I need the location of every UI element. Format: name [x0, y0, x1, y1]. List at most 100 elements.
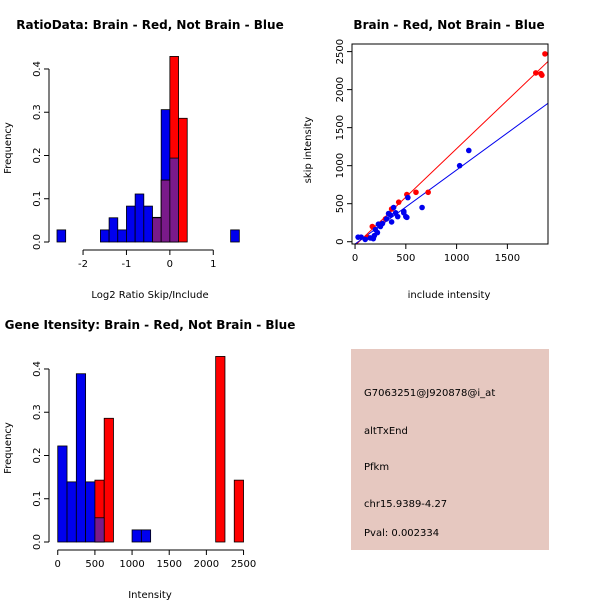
chart3-bar-not-brain [85, 481, 96, 543]
chart2-point-not-brain [405, 194, 411, 201]
intensity-scatter: Brain - Red, Not Brain - Blue 0 500 1000 15… [303, 18, 549, 301]
chart2-point-not-brain [394, 213, 401, 220]
chart2-point-not-brain [377, 223, 384, 230]
chart2-point-not-brain [456, 162, 463, 169]
chart2-y-tick-label: 0 [335, 239, 346, 245]
chart2-point-not-brain [388, 219, 395, 225]
chart1-bar-not-brain [117, 229, 127, 243]
chart1-x-tick-label: 1 [210, 259, 216, 270]
chart3-x-tick-label: 2500 [231, 559, 256, 570]
chart3-bar-not-brain [66, 481, 77, 543]
probe-id: G7063251@J920878@i_at [364, 388, 495, 399]
chart1-title: RatioData: Brain - Red, Not Brain - Blue [16, 18, 283, 32]
ratio-histogram: RatioData: Brain - Red, Not Brain - Blue… [3, 18, 284, 301]
chart2-point-brain [425, 189, 431, 196]
chart1-bar-overlap [160, 179, 171, 243]
chart3-bars [57, 356, 244, 543]
info-panel: G7063251@J920878@i_at altTxEnd Pfkm chr1… [351, 349, 549, 550]
chart1-bar-not-brain [143, 205, 153, 243]
chart3-bar-overlap [94, 517, 105, 543]
chart3-y-tick-label: 0.0 [32, 534, 43, 550]
chart2-point-not-brain [403, 213, 409, 220]
chart3-bar-brain [215, 356, 226, 543]
chart3-y-tick-label: 0.2 [32, 448, 43, 464]
chart2-y-tick-label: 2000 [335, 77, 346, 102]
chart1-axes: -2 -1 0 1 0.0 0.1 0.2 0.3 0.4 [32, 61, 216, 270]
chart1-x-tick-label: 0 [167, 259, 173, 270]
chart2-point-not-brain [400, 208, 407, 215]
chart2-x-tick-label: 1500 [495, 253, 520, 264]
chart2-points [355, 51, 548, 243]
chart2-x-tick-label: 1000 [444, 253, 469, 264]
chart3-x-tick-label: 1500 [156, 559, 181, 570]
chart1-bar-not-brain [134, 193, 145, 243]
chart2-point-brain [395, 199, 402, 205]
chart3-y-tick-label: 0.1 [32, 491, 43, 507]
chart1-bar-brain [178, 117, 188, 243]
p-value: Pval: 0.002334 [364, 528, 439, 539]
chart3-bar-brain [103, 417, 114, 543]
chart2-point-not-brain [465, 147, 472, 154]
chart3-axes: 0 500 1000 1500 2000 2500 0.0 0.1 0.2 0.3 0.4 [32, 361, 256, 570]
chart3-x-tick-label: 0 [55, 559, 61, 570]
chart1-bar-not-brain [126, 205, 136, 243]
chart3-bar-not-brain [75, 373, 87, 543]
chart3-y-tick-label: 0.4 [32, 361, 43, 377]
chart1-ylabel: Frequency [3, 122, 14, 174]
chart2-y-tick-label: 500 [335, 194, 346, 213]
chart3-xlabel: Intensity [128, 590, 172, 600]
chart2-point-not-brain [390, 204, 397, 211]
chart2-y-tick-label: 2500 [335, 39, 346, 64]
chart2-point-not-brain [367, 235, 374, 241]
chart3-ylabel: Frequency [3, 422, 14, 474]
chart1-bar-not-brain [230, 229, 240, 243]
chart1-xlabel: Log2 Ratio Skip/Include [91, 290, 208, 301]
chart3-bar-brain [233, 479, 244, 543]
chart2-axes: 0 500 1000 1500 0 500 1000 1500 2000 2500 [335, 39, 549, 264]
chart2-point-not-brain [362, 236, 369, 243]
chart2-point-brain [413, 189, 419, 196]
chart1-bar-not-brain [108, 217, 119, 243]
chart1-bar-overlap [152, 217, 162, 243]
chart2-point-brain [542, 51, 548, 57]
chart2-ylabel: skip intensity [303, 117, 314, 184]
chart2-x-tick-label: 500 [396, 253, 415, 264]
chart3-x-tick-label: 2000 [194, 559, 219, 570]
chart3-bar-not-brain [131, 529, 142, 543]
chart1-bar-not-brain [56, 229, 67, 243]
chart3-x-tick-label: 500 [85, 559, 104, 570]
chart3-bar-not-brain [140, 529, 152, 543]
event-type: altTxEnd [364, 426, 408, 437]
chart2-point-brain [533, 70, 539, 76]
chart3-x-tick-label: 1000 [119, 559, 144, 570]
gene-name: Pfkm [364, 462, 389, 473]
chart2-point-not-brain [355, 234, 361, 240]
chart2-point-brain [538, 70, 544, 77]
chart1-y-tick-label: 0.3 [32, 104, 43, 120]
chart2-xlabel: include intensity [408, 290, 491, 301]
chart1-y-tick-label: 0.4 [32, 61, 43, 77]
chart3-title: Gene Itensity: Brain - Red, Not Brain - … [5, 318, 296, 332]
chart1-bars [56, 56, 240, 243]
chart1-y-tick-label: 0.1 [32, 191, 43, 207]
chart1-y-tick-label: 0.0 [32, 234, 43, 250]
gene-intensity-histogram: Gene Itensity: Brain - Red, Not Brain - … [3, 318, 295, 600]
chart1-y-tick-label: 0.2 [32, 148, 43, 164]
chart2-point-not-brain [374, 229, 381, 236]
chart3-y-tick-label: 0.3 [32, 404, 43, 420]
chart2-point-not-brain [419, 204, 425, 211]
chart1-x-tick-label: -2 [78, 259, 88, 270]
info-panel-background [351, 349, 549, 550]
chart3-bar-not-brain [57, 445, 68, 543]
chart2-title: Brain - Red, Not Brain - Blue [353, 18, 544, 32]
chart1-bar-overlap [169, 157, 179, 243]
chart2-point-not-brain [383, 216, 390, 222]
chart1-x-tick-label: -1 [121, 259, 131, 270]
chart2-y-tick-label: 1000 [335, 153, 346, 178]
chart2-point-not-brain [385, 210, 392, 217]
chart1-bar-not-brain [100, 229, 110, 243]
chart2-x-tick-label: 0 [352, 253, 358, 264]
chart2-plot-frame [351, 43, 549, 245]
